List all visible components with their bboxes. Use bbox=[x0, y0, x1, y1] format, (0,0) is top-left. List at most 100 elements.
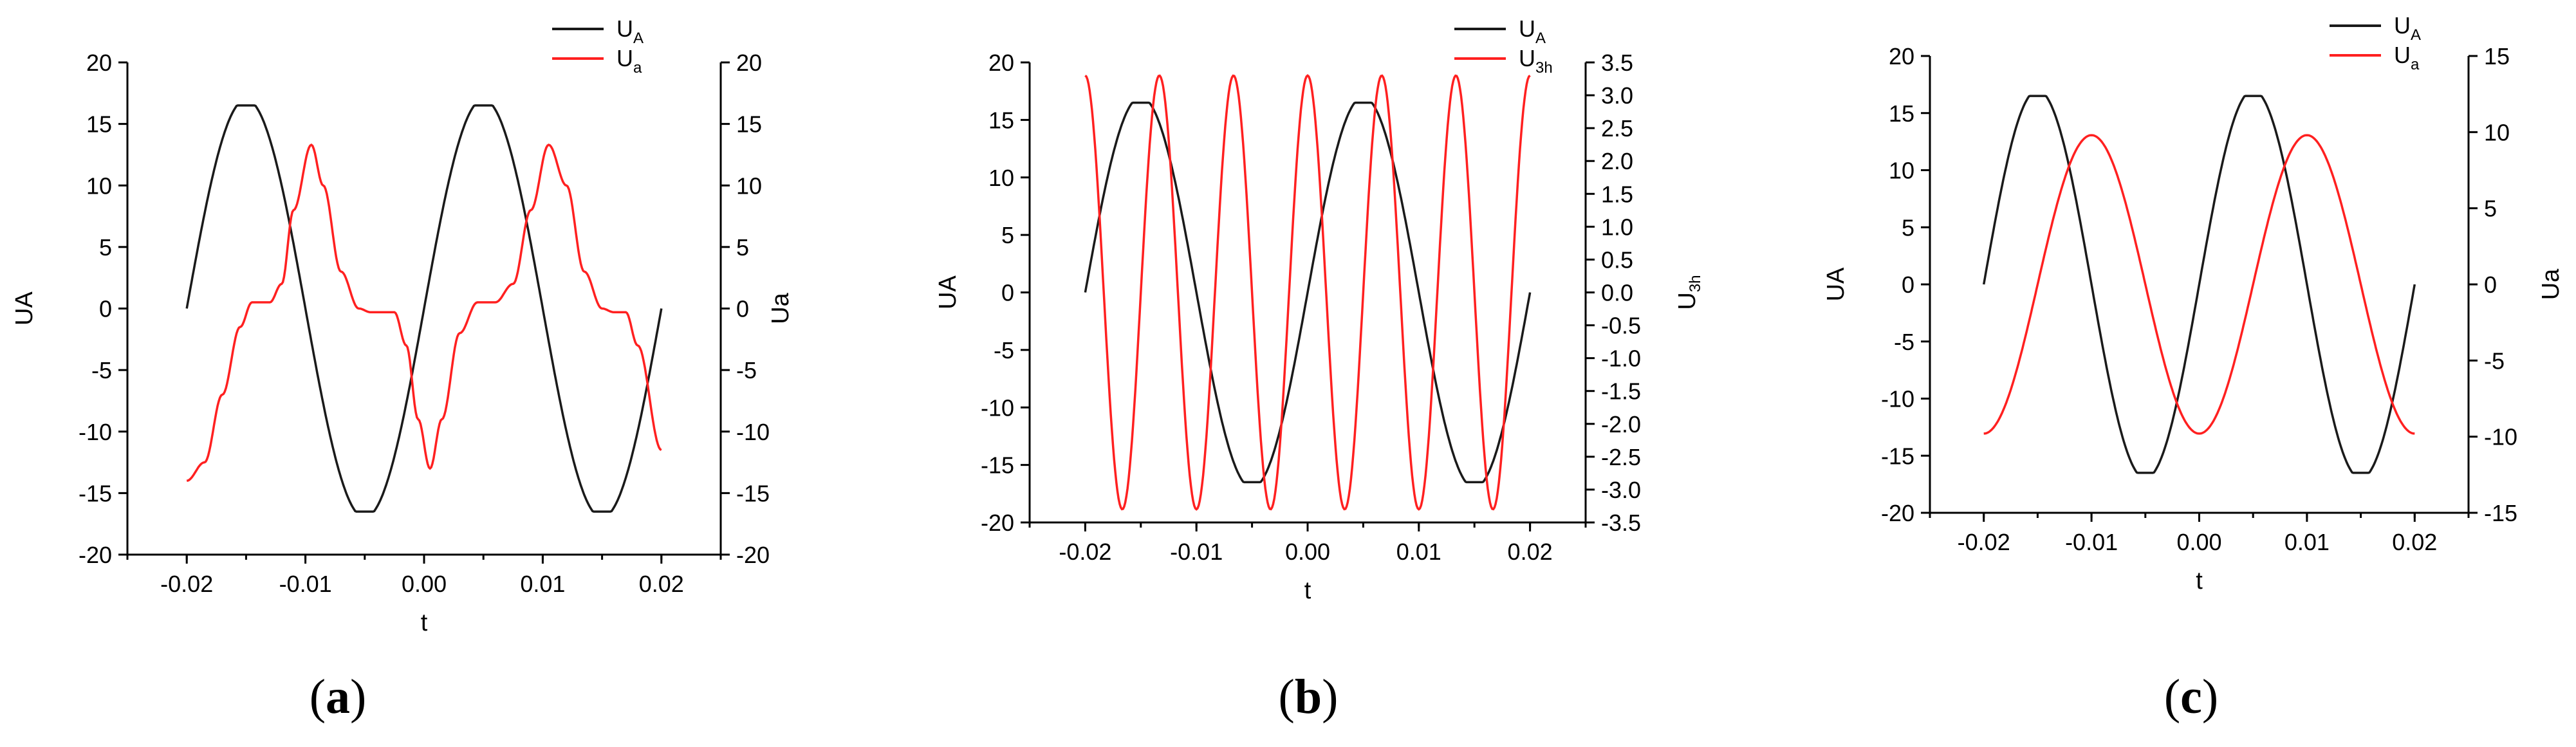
y-left-tick-label: -10 bbox=[981, 394, 1014, 421]
x-axis-title: t bbox=[2196, 567, 2203, 595]
y-left-axis-title: UA bbox=[11, 291, 38, 325]
y-right-tick-label: -2.5 bbox=[1601, 444, 1641, 470]
x-tick-label: 0.01 bbox=[2284, 529, 2330, 555]
x-tick-label: 0.02 bbox=[2392, 529, 2437, 555]
y-left-tick-label: 5 bbox=[1902, 214, 1914, 241]
y-left-tick-label: -10 bbox=[1881, 386, 1914, 412]
x-axis-title: t bbox=[421, 609, 428, 636]
panel-a: -0.02 -0.01 0.00 0.01 0.02 -20 -15 -10 -5 0 5 10 15 2… bbox=[11, 15, 794, 636]
y-right-tick-label: -20 bbox=[736, 542, 770, 568]
y-right-tick-label: 0.0 bbox=[1601, 280, 1633, 306]
y-left-tick-label: 0 bbox=[1902, 272, 1914, 298]
y-right-tick-label: 15 bbox=[736, 111, 762, 138]
panel-b: -0.02 -0.01 0.00 0.01 0.02 -20 -15 -10 -5 0 5 10 15 2… bbox=[934, 15, 1704, 604]
x-tick-label: 0.01 bbox=[1396, 539, 1441, 565]
x-axis-title: t bbox=[1304, 577, 1311, 604]
y-right-tick-label: 5 bbox=[2484, 196, 2497, 222]
y-left-tick-label: -15 bbox=[79, 480, 112, 506]
y-left-tick-label: 20 bbox=[988, 50, 1014, 76]
y-right-tick-label: 0 bbox=[2484, 272, 2497, 298]
x-tick-label: 0.00 bbox=[1285, 539, 1330, 565]
legend-label: U3h bbox=[1519, 45, 1553, 77]
y-right-tick-label: -0.5 bbox=[1601, 313, 1641, 339]
y-left-tick-label: 5 bbox=[1001, 222, 1014, 248]
y-right-axis-title: U3h bbox=[1674, 275, 1704, 309]
y-right-tick-label: 3.0 bbox=[1601, 82, 1633, 109]
x-tick-label: -0.01 bbox=[2065, 529, 2118, 555]
legend-label: Ua bbox=[2394, 42, 2420, 73]
y-right-tick-label: -15 bbox=[2484, 500, 2517, 526]
y-left-axis-title: UA bbox=[1822, 267, 1849, 301]
y-left-tick-label: -20 bbox=[981, 510, 1014, 536]
panel-c: -0.02 -0.01 0.00 0.01 0.02 -20 -15 -10 -5 0 5 10 15 2… bbox=[1822, 12, 2564, 595]
y-right-tick-label: -1.0 bbox=[1601, 346, 1641, 372]
y-right-tick-label: 10 bbox=[2484, 119, 2510, 145]
y-left-tick-label: 15 bbox=[86, 111, 112, 138]
series-line-red bbox=[1084, 74, 1531, 511]
x-tick-label: 0.02 bbox=[1508, 539, 1553, 565]
legend-label: Ua bbox=[616, 45, 642, 77]
y-right-tick-label: 0 bbox=[736, 296, 749, 322]
y-right-tick-label: 5 bbox=[736, 234, 749, 261]
series-line-black bbox=[185, 104, 663, 513]
y-right-tick-label: 1.0 bbox=[1601, 214, 1633, 240]
y-right-tick-label: 15 bbox=[2484, 43, 2510, 69]
y-left-tick-label: -5 bbox=[1894, 329, 1914, 355]
x-tick-label: -0.02 bbox=[160, 571, 213, 597]
y-left-tick-label: 15 bbox=[1889, 100, 1914, 127]
y-right-tick-label: -5 bbox=[2484, 347, 2505, 374]
y-right-tick-label: 3.5 bbox=[1601, 50, 1633, 76]
y-right-tick-label: -5 bbox=[736, 357, 757, 383]
y-left-tick-label: -20 bbox=[1881, 500, 1914, 526]
caption-b: (b) bbox=[1279, 670, 1339, 724]
y-right-tick-label: 20 bbox=[736, 50, 762, 76]
y-right-axis-title: Ua bbox=[2537, 268, 2564, 300]
y-left-tick-label: 15 bbox=[988, 107, 1014, 133]
x-tick-label: 0.00 bbox=[2176, 529, 2221, 555]
legend-label: UA bbox=[2394, 12, 2421, 44]
y-right-tick-label: -1.5 bbox=[1601, 378, 1641, 405]
y-left-tick-label: -5 bbox=[994, 337, 1014, 364]
y-left-tick-label: 10 bbox=[988, 165, 1014, 191]
x-tick-label: -0.01 bbox=[1170, 539, 1223, 565]
y-right-tick-label: 0.5 bbox=[1601, 246, 1633, 273]
x-tick-label: 0.01 bbox=[520, 571, 565, 597]
y-right-tick-label: 2.5 bbox=[1601, 115, 1633, 142]
y-right-tick-label: -10 bbox=[736, 419, 770, 445]
y-right-tick-label: 2.0 bbox=[1601, 148, 1633, 174]
y-left-tick-label: -5 bbox=[91, 357, 112, 383]
y-right-tick-label: -15 bbox=[736, 480, 770, 506]
y-right-tick-label: -3.0 bbox=[1601, 477, 1641, 503]
caption-c: (c) bbox=[2164, 670, 2218, 724]
x-tick-label: -0.01 bbox=[279, 571, 332, 597]
y-right-tick-label: 10 bbox=[736, 172, 762, 199]
legend-label: UA bbox=[1519, 15, 1546, 47]
y-left-tick-label: 20 bbox=[86, 50, 112, 76]
x-tick-label: -0.02 bbox=[1059, 539, 1111, 565]
series-line-black bbox=[1084, 101, 1532, 484]
y-left-tick-label: 5 bbox=[99, 234, 112, 261]
y-right-tick-label: 1.5 bbox=[1601, 181, 1633, 207]
series-line-red bbox=[186, 143, 662, 483]
x-tick-label: 0.00 bbox=[402, 571, 447, 597]
y-left-tick-label: -15 bbox=[981, 452, 1014, 479]
y-left-tick-label: 20 bbox=[1889, 43, 1914, 69]
y-right-tick-label: -2.0 bbox=[1601, 411, 1641, 438]
y-left-tick-label: 0 bbox=[99, 296, 112, 322]
series-line-red bbox=[1983, 134, 2415, 435]
legend-label: UA bbox=[616, 15, 644, 47]
caption-a: (a) bbox=[310, 670, 367, 724]
y-right-axis-title: Ua bbox=[767, 292, 794, 324]
y-right-tick-label: -3.5 bbox=[1601, 510, 1641, 536]
series-line-black bbox=[1982, 95, 2416, 474]
y-left-tick-label: 0 bbox=[1001, 280, 1014, 306]
y-left-tick-label: 10 bbox=[86, 172, 112, 199]
y-right-tick-label: -10 bbox=[2484, 424, 2517, 450]
x-tick-label: 0.02 bbox=[639, 571, 684, 597]
x-tick-label: -0.02 bbox=[1958, 529, 2010, 555]
y-left-tick-label: -10 bbox=[79, 419, 112, 445]
y-left-tick-label: -15 bbox=[1881, 443, 1914, 469]
y-left-tick-label: 10 bbox=[1889, 158, 1914, 184]
y-left-tick-label: -20 bbox=[79, 542, 112, 568]
